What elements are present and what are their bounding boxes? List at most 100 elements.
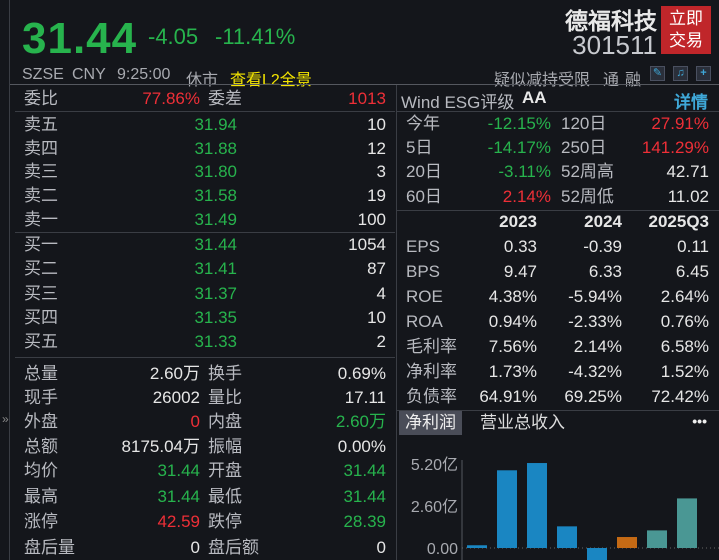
stat-label: 最高 <box>24 487 58 506</box>
stat-value: 31.44 <box>157 487 200 506</box>
bell-icon[interactable]: ♫ <box>673 66 688 81</box>
metric-label: EPS <box>406 237 441 256</box>
metric-value: 72.42% <box>651 387 709 406</box>
panel-divider <box>396 85 397 560</box>
period-return: -12.15% <box>487 114 551 133</box>
bid-volume: 87 <box>367 259 386 278</box>
stat-label: 外盘 <box>24 412 58 431</box>
stat-value: 28.39 <box>343 512 386 531</box>
tab-revenue[interactable]: 营业总收入 <box>480 413 565 432</box>
trade-label-1: 立即 <box>669 9 703 28</box>
metric-value: 6.45 <box>675 262 709 281</box>
plus-icon[interactable]: + <box>696 66 711 81</box>
year-header: 2023 <box>499 212 537 231</box>
metric-value: 69.25% <box>564 387 622 406</box>
ask-volume: 10 <box>367 115 386 134</box>
metric-value: -5.94% <box>568 287 622 306</box>
period-label: 60日 <box>406 187 442 206</box>
metric-label: 毛利率 <box>406 337 457 356</box>
stat-label: 盘后额 <box>208 538 259 557</box>
metric-value: 6.58% <box>660 337 709 356</box>
period-label: 5日 <box>406 138 433 157</box>
ask-label: 卖三 <box>24 162 58 181</box>
weicha-value: 1013 <box>348 89 386 108</box>
metric-value: 9.47 <box>503 262 537 281</box>
stat-value: 2.60万 <box>149 364 200 383</box>
ask-price: 31.80 <box>194 162 237 181</box>
metric-value: 1.52% <box>660 362 709 381</box>
ask-volume: 100 <box>357 210 386 229</box>
period-return: -14.17% <box>487 138 551 157</box>
header-divider <box>10 84 719 85</box>
performance-row: 5日 -14.17% 250日 141.29% <box>0 136 719 160</box>
bid-row: 买四 31.35 10 <box>0 306 719 330</box>
stat-row: 最高 31.44 最低 31.44 <box>0 485 719 509</box>
bid-volume: 1054 <box>348 235 386 254</box>
metric-value: 0.33 <box>503 237 537 256</box>
stat-value: 26002 <box>152 388 200 407</box>
bid-label: 买五 <box>24 332 58 351</box>
bar <box>587 548 607 560</box>
weibi-row: 委比 77.86% 委差 1013 <box>0 87 719 111</box>
period-return: 42.71 <box>666 162 709 181</box>
stock-code: 301511 <box>572 30 657 60</box>
period-return: 27.91% <box>651 114 709 133</box>
bid-label: 买二 <box>24 259 58 278</box>
stat-value: 0 <box>376 538 386 557</box>
expand-arrow-icon[interactable]: » <box>2 412 9 426</box>
stat-value: 0 <box>190 412 200 431</box>
financial-row: ROA 0.94% -2.33% 0.76% <box>0 310 719 334</box>
more-icon[interactable]: ••• <box>692 413 707 429</box>
bar <box>557 526 577 548</box>
trade-now-button[interactable]: 立即 交易 <box>661 6 711 54</box>
stat-value: 31.44 <box>157 461 200 480</box>
financial-row: EPS 0.33 -0.39 0.11 <box>0 235 719 259</box>
divider <box>397 111 719 112</box>
divider <box>15 232 395 233</box>
performance-row: 60日 2.14% 52周低 11.02 <box>0 185 719 209</box>
period-label: 20日 <box>406 162 442 181</box>
metric-label: BPS <box>406 262 441 281</box>
stat-value: 42.59 <box>157 512 200 531</box>
bid-volume: 2 <box>376 332 386 351</box>
left-edge <box>9 0 10 560</box>
stat-label: 振幅 <box>208 437 242 456</box>
bar <box>527 463 547 548</box>
bar <box>677 498 697 548</box>
metric-value: 6.33 <box>588 262 622 281</box>
stat-row: 现手 26002 量比 17.11 <box>0 386 719 410</box>
weibi-value: 77.86% <box>142 89 200 108</box>
bid-price: 31.37 <box>194 284 237 303</box>
financial-row: 毛利率 7.56% 2.14% 6.58% <box>0 335 719 359</box>
stat-label: 现手 <box>24 388 58 407</box>
stat-row: 均价 31.44 开盘 31.44 <box>0 459 719 483</box>
tabs-divider <box>397 410 719 411</box>
esg-detail-link[interactable]: 详情 <box>674 93 708 112</box>
stat-label: 内盘 <box>208 412 242 431</box>
y-tick-label: 2.60亿 <box>411 498 458 516</box>
metric-value: 0.11 <box>677 237 709 256</box>
esg-label: Wind ESG评级 <box>401 93 515 112</box>
stat-value: 0.00% <box>337 437 386 456</box>
last-price: 31.44 <box>22 14 138 63</box>
stat-row: 总量 2.60万 换手 0.69% <box>0 362 719 386</box>
weibi-label: 委比 <box>24 89 58 108</box>
tab-net-profit[interactable]: 净利润 <box>399 411 462 435</box>
edit-icon[interactable]: ✎ <box>650 66 665 81</box>
y-tick-label: 5.20亿 <box>411 456 458 474</box>
stat-value: 2.60万 <box>335 412 386 431</box>
bar <box>497 470 517 548</box>
performance-row: 今年 -12.15% 120日 27.91% <box>0 112 719 136</box>
esg-rating: AA <box>522 88 547 107</box>
ask-price: 31.49 <box>194 210 237 229</box>
stat-label: 均价 <box>24 461 58 480</box>
metric-value: 64.91% <box>479 387 537 406</box>
stat-label: 换手 <box>208 364 242 383</box>
period-return: 11.02 <box>667 187 709 206</box>
bar <box>617 537 637 548</box>
ask-label: 卖二 <box>24 186 58 205</box>
metric-value: 2.14% <box>573 337 622 356</box>
financial-row: 负债率 64.91% 69.25% 72.42% <box>0 385 719 409</box>
ask-price: 31.88 <box>194 139 237 158</box>
metric-value: 2.64% <box>660 287 709 306</box>
